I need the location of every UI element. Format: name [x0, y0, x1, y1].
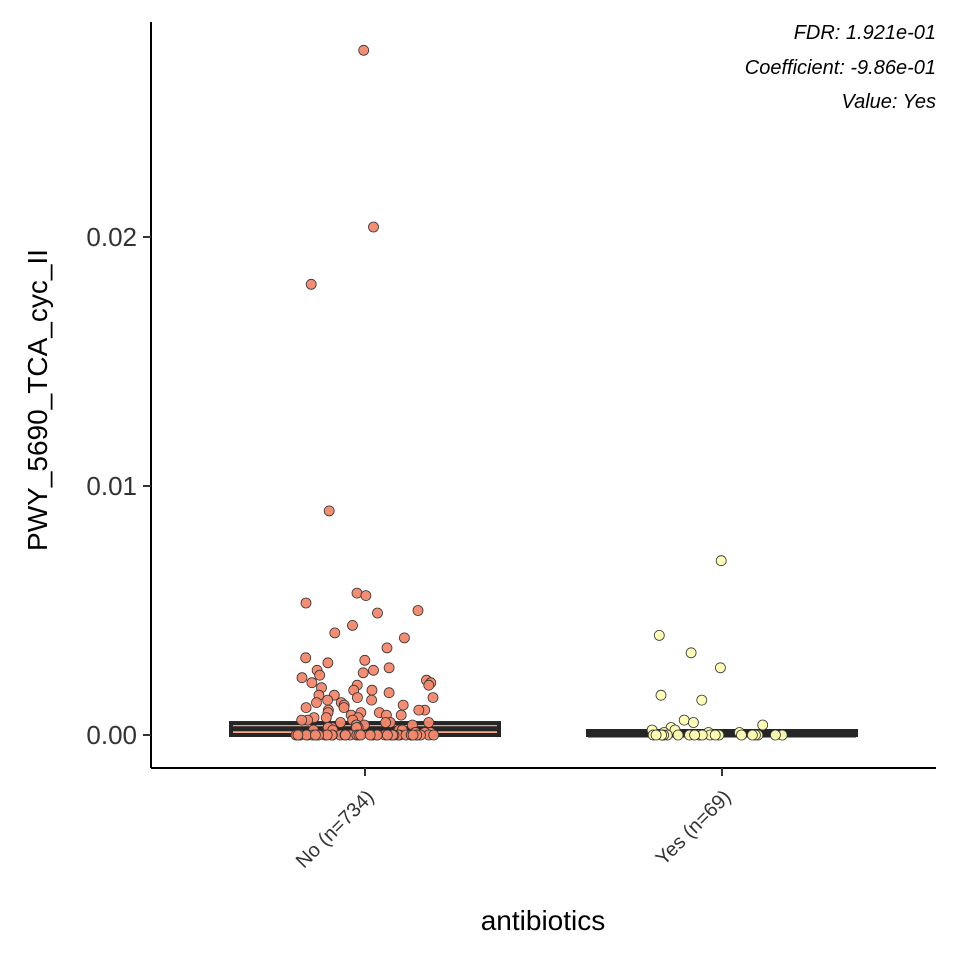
- data-point: [407, 729, 419, 741]
- data-point: [372, 607, 383, 619]
- x-tick-label: No (n=734): [292, 786, 379, 873]
- data-point: [423, 679, 435, 691]
- data-point: [770, 729, 781, 741]
- data-point: [688, 717, 699, 728]
- data-point: [360, 590, 372, 601]
- annotation-value: Value: Yes: [841, 91, 936, 113]
- data-point: [306, 677, 318, 689]
- data-point: [314, 669, 326, 681]
- data-point: [380, 717, 392, 728]
- data-point: [355, 729, 367, 741]
- data-point: [383, 662, 395, 674]
- data-point: [329, 627, 341, 639]
- data-point: [398, 632, 410, 644]
- annotation-coefficient: Coefficient: -9.86e-01: [745, 57, 936, 79]
- data-point: [322, 694, 334, 706]
- y-tick-label: 0.00: [86, 720, 137, 750]
- data-point: [338, 702, 350, 713]
- data-point: [672, 729, 684, 741]
- data-point: [757, 719, 769, 731]
- data-point: [309, 729, 321, 741]
- data-point: [678, 714, 690, 726]
- data-point: [339, 729, 351, 741]
- data-point: [427, 692, 439, 703]
- data-point: [383, 687, 395, 699]
- data-point: [653, 630, 665, 641]
- data-point: [357, 667, 369, 679]
- data-point: [715, 555, 727, 567]
- axes: 0.00 0.01 0.02 No (n=734) Yes (n=69): [86, 22, 936, 873]
- data-point: [320, 712, 332, 723]
- data-point: [335, 717, 346, 728]
- data-point: [311, 697, 322, 708]
- data-point: [747, 729, 758, 741]
- data-point: [296, 672, 308, 684]
- data-point: [709, 729, 721, 741]
- data-point: [364, 729, 376, 741]
- y-axis-title: PWY_5690_TCA_cyc_II: [22, 249, 53, 551]
- data-point: [305, 278, 317, 290]
- data-point: [381, 729, 393, 741]
- data-point: [715, 662, 726, 674]
- y-tick-label: 0.02: [86, 222, 137, 252]
- data-point: [323, 505, 335, 517]
- data-point: [296, 714, 308, 726]
- data-point: [368, 221, 379, 233]
- data-point: [423, 717, 435, 728]
- data-point: [655, 689, 667, 701]
- point-layer: [290, 44, 788, 741]
- data-point: [428, 729, 440, 741]
- data-point: [736, 729, 747, 741]
- data-point: [351, 692, 363, 703]
- data-point: [292, 729, 304, 741]
- data-point: [381, 642, 393, 654]
- data-point: [300, 702, 312, 713]
- data-point: [358, 44, 370, 56]
- data-point: [351, 587, 363, 599]
- x-tick-label: Yes (n=69): [652, 786, 736, 870]
- data-point: [347, 620, 358, 631]
- data-point: [650, 729, 662, 741]
- data-point: [366, 684, 378, 696]
- data-point: [300, 652, 312, 664]
- y-tick-label: 0.01: [86, 471, 137, 501]
- data-point: [322, 657, 334, 669]
- data-point: [696, 694, 708, 706]
- data-point: [685, 647, 697, 659]
- data-point: [689, 729, 700, 741]
- data-point: [366, 694, 378, 706]
- data-point: [413, 704, 425, 716]
- data-point: [359, 654, 371, 666]
- data-point: [300, 597, 312, 609]
- annotation-fdr: FDR: 1.921e-01: [794, 22, 936, 44]
- data-point: [412, 605, 424, 616]
- data-point: [368, 664, 379, 676]
- x-axis-title: antibiotics: [481, 905, 606, 936]
- data-point: [397, 699, 409, 711]
- data-point: [395, 709, 407, 721]
